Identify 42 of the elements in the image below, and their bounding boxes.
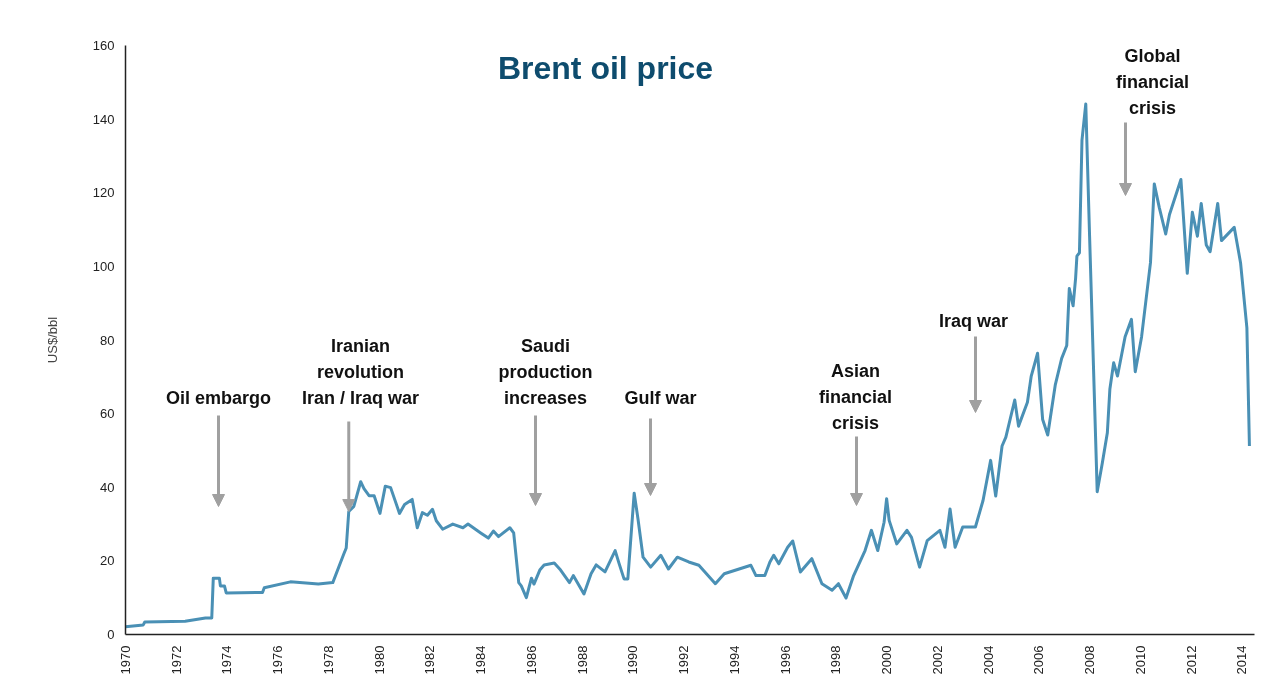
x-tick-label: 1982 — [422, 645, 438, 675]
x-tick-label: 2014 — [1234, 645, 1250, 675]
x-tick-label: 1980 — [371, 645, 387, 675]
x-tick-label: 1996 — [777, 645, 793, 675]
x-tick-label: 2000 — [879, 645, 895, 675]
x-tick-label: 2010 — [1132, 645, 1148, 675]
y-tick-label: 40 — [100, 479, 115, 495]
x-tick-label: 1990 — [625, 645, 641, 675]
annotation: Gulf war — [624, 387, 697, 408]
x-tick-label: 1994 — [726, 645, 742, 675]
annotation: Saudi production increases — [498, 335, 593, 408]
y-tick-label: 160 — [92, 38, 115, 53]
y-tick-label: 120 — [92, 185, 115, 201]
line-series — [125, 102, 1251, 629]
x-tick-label: 2002 — [929, 645, 945, 675]
x-tick-label: 1998 — [828, 645, 844, 675]
x-tick-label: 1988 — [574, 645, 590, 675]
x-tick-label: 2008 — [1082, 645, 1098, 675]
y-tick-label: 60 — [100, 406, 115, 422]
x-tick-label: 2012 — [1183, 645, 1199, 675]
y-tick-label: 0 — [107, 627, 115, 642]
y-tick-label: 100 — [92, 258, 115, 274]
y-tick-label: 20 — [100, 553, 115, 569]
x-tick-label: 1974 — [219, 645, 235, 675]
annotation: Global financial crisis — [1115, 45, 1190, 118]
y-tick-label: 140 — [92, 111, 115, 127]
annotation: Oil embargo — [165, 387, 272, 408]
annotation: Iraq war — [938, 310, 1009, 331]
x-tick-label: 1986 — [523, 645, 539, 675]
x-tick-label: 1972 — [168, 645, 184, 675]
x-tick-label: 2006 — [1031, 645, 1047, 675]
annotation: Iranian revolution Iran / Iraq war — [301, 335, 420, 408]
x-tick-label: 1970 — [118, 645, 133, 675]
y-axis-title: US$/bbl — [44, 316, 60, 364]
x-tick-label: 1984 — [473, 645, 489, 675]
x-tick-label: 1992 — [676, 645, 692, 675]
x-tick-label: 2004 — [980, 645, 996, 675]
x-tick-label: 1976 — [270, 645, 286, 675]
chart-title: Brent oil price — [497, 49, 714, 86]
annotation: Asian financial crisis — [818, 360, 893, 433]
y-tick-label: 80 — [100, 332, 115, 348]
x-tick-label: 1978 — [320, 645, 336, 675]
